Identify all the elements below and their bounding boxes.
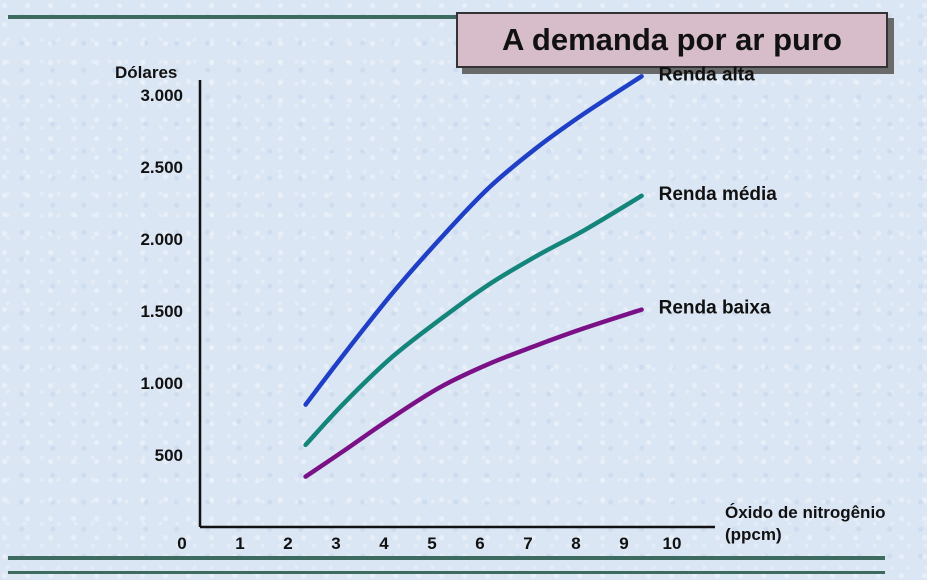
origin-label: 0 — [177, 534, 186, 553]
x-tick-label: 4 — [379, 534, 389, 553]
y-tick-label: 3.000 — [140, 86, 183, 105]
series-labels: Renda alta Renda média Renda baixa — [659, 64, 778, 318]
x-axis-title-line: (ppcm) — [725, 525, 782, 544]
x-axis-title-line: Óxido de nitrogênio — [725, 503, 886, 522]
series-lines — [303, 74, 644, 479]
y-axis-title: Dólares — [115, 63, 177, 82]
y-tick-label: 1.500 — [140, 302, 183, 321]
x-tick-label: 6 — [475, 534, 484, 553]
bottom-rule-lower — [8, 571, 885, 574]
series-label-high-income: Renda alta — [659, 64, 756, 85]
bottom-rule-upper — [8, 556, 885, 560]
x-tick-label: 8 — [571, 534, 580, 553]
y-tick-label: 500 — [155, 446, 183, 465]
series-line-low-income — [303, 307, 644, 479]
x-tick-labels: 0 1 2 3 4 5 6 7 8 9 10 — [177, 534, 681, 553]
page-title: A demanda por ar puro — [456, 12, 888, 68]
series-label-middle-income: Renda média — [659, 184, 778, 205]
y-tick-label: 2.500 — [140, 158, 183, 177]
x-tick-label: 7 — [523, 534, 532, 553]
y-tick-labels: 500 1.000 1.500 2.000 2.500 3.000 — [140, 86, 183, 465]
x-tick-label: 2 — [283, 534, 292, 553]
y-tick-label: 2.000 — [140, 230, 183, 249]
axis-titles: Dólares Óxido de nitrogênio (ppcm) — [115, 63, 886, 544]
y-tick-label: 1.000 — [140, 374, 183, 393]
axes — [198, 80, 715, 529]
top-rule — [8, 15, 885, 19]
series-line-middle-income — [303, 193, 644, 448]
x-tick-label: 9 — [619, 534, 628, 553]
x-tick-label: 10 — [663, 534, 682, 553]
series-label-low-income: Renda baixa — [659, 298, 771, 319]
x-tick-label: 3 — [331, 534, 340, 553]
series-line-high-income — [303, 74, 644, 407]
x-tick-label: 5 — [427, 534, 436, 553]
x-tick-label: 1 — [235, 534, 244, 553]
